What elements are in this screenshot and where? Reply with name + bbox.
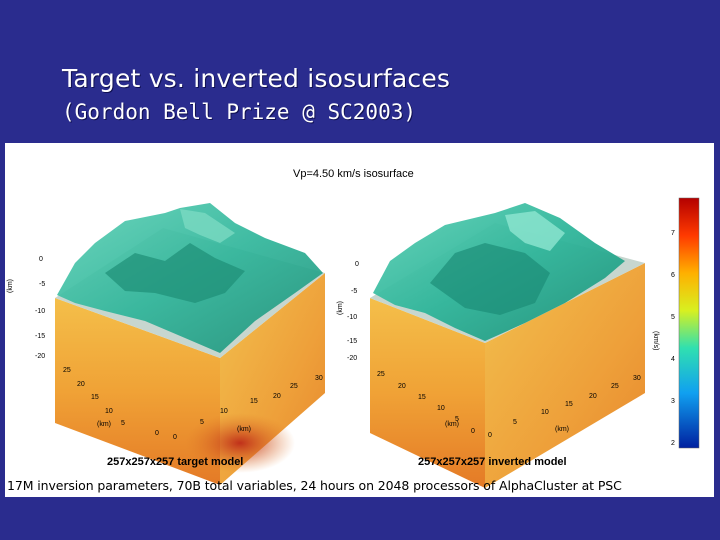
- colorbar-label: (km/s): [652, 331, 659, 351]
- inverted-y-tick-0: 25: [377, 371, 385, 378]
- inverted-model-caption: 257x257x257 inverted model: [418, 456, 567, 468]
- target-z-label: (km): [7, 279, 14, 293]
- figure-panel: Vp=4.50 km/s isosurface: [5, 143, 714, 497]
- target-z-tick-3: -15: [35, 333, 46, 340]
- target-y-tick-3: 10: [105, 408, 113, 415]
- target-isosurface-detail: [105, 243, 245, 303]
- inverted-x-tick-2: 10: [541, 409, 549, 416]
- target-x-tick-4: 20: [273, 393, 281, 400]
- target-model-cube: [55, 203, 325, 485]
- target-z-tick-1: -5: [39, 281, 46, 288]
- inverted-model-cube: [370, 203, 645, 488]
- inverted-isosurface-bowl: [430, 243, 550, 315]
- target-y-tick-1: 20: [77, 381, 85, 388]
- target-z-tick-0: 0: [39, 256, 43, 263]
- colorbar-tick-4: 4: [671, 356, 675, 363]
- colorbar-tick-5: 5: [671, 314, 675, 321]
- inverted-x-label: (km): [555, 426, 569, 433]
- inverted-x-tick-4: 20: [589, 393, 597, 400]
- target-x-tick-6: 30: [315, 375, 323, 382]
- target-isosurface-ridge: [180, 209, 235, 243]
- inverted-z-tick-3: -15: [347, 338, 358, 345]
- target-front-face: [55, 298, 220, 485]
- inverted-x-tick-5: 25: [611, 383, 619, 390]
- inverted-side-face: [485, 263, 645, 488]
- inverted-x-tick-1: 5: [513, 419, 517, 426]
- colorbar-tick-2: 2: [671, 440, 675, 447]
- figure-graphics: [55, 197, 700, 488]
- figure-title: Vp=4.50 km/s isosurface: [293, 168, 414, 180]
- inverted-z-tick-2: -10: [347, 314, 358, 321]
- inverted-y-tick-2: 15: [418, 394, 426, 401]
- target-x-tick-0: 0: [173, 434, 177, 441]
- inverted-y-tick-4: 5: [455, 416, 459, 423]
- inverted-x-tick-0: 0: [488, 432, 492, 439]
- inverted-y-label: (km): [445, 421, 459, 428]
- target-y-tick-2: 15: [91, 394, 99, 401]
- colorbar-tick-3: 3: [671, 398, 675, 405]
- inverted-y-tick-5: 0: [471, 428, 475, 435]
- target-z-tick-2: -10: [35, 308, 46, 315]
- target-y-tick-0: 25: [63, 367, 71, 374]
- inverted-front-face: [370, 298, 485, 488]
- slide-subtitle: (Gordon Bell Prize @ SC2003): [62, 100, 417, 124]
- target-x-tick-2: 10: [220, 408, 228, 415]
- target-x-tick-3: 15: [250, 398, 258, 405]
- inverted-y-tick-3: 10: [437, 405, 445, 412]
- slide-title: Target vs. inverted isosurfaces: [62, 64, 451, 93]
- target-hot-region: [185, 413, 295, 473]
- inverted-x-tick-3: 15: [565, 401, 573, 408]
- colorbar-tick-7: 7: [671, 230, 675, 237]
- target-z-tick-4: -20: [35, 353, 46, 360]
- target-model-caption: 257x257x257 target model: [107, 456, 244, 468]
- inverted-z-tick-1: -5: [351, 288, 358, 295]
- inverted-y-tick-1: 20: [398, 383, 406, 390]
- target-y-label: (km): [97, 421, 111, 428]
- footer-note: 17M inversion parameters, 70B total vari…: [7, 478, 622, 493]
- target-y-tick-5: 0: [155, 430, 159, 437]
- inverted-z-label: (km): [337, 301, 344, 315]
- target-x-label: (km): [237, 426, 251, 433]
- inverted-z-tick-4: -20: [347, 355, 358, 362]
- colorbar-tick-6: 6: [671, 272, 675, 279]
- colorbar: [678, 197, 700, 449]
- inverted-x-tick-6: 30: [633, 375, 641, 382]
- target-x-tick-1: 5: [200, 419, 204, 426]
- inverted-isosurface-highlight: [505, 211, 565, 251]
- target-y-tick-4: 5: [121, 420, 125, 427]
- target-x-tick-5: 25: [290, 383, 298, 390]
- inverted-z-tick-0: 0: [355, 261, 359, 268]
